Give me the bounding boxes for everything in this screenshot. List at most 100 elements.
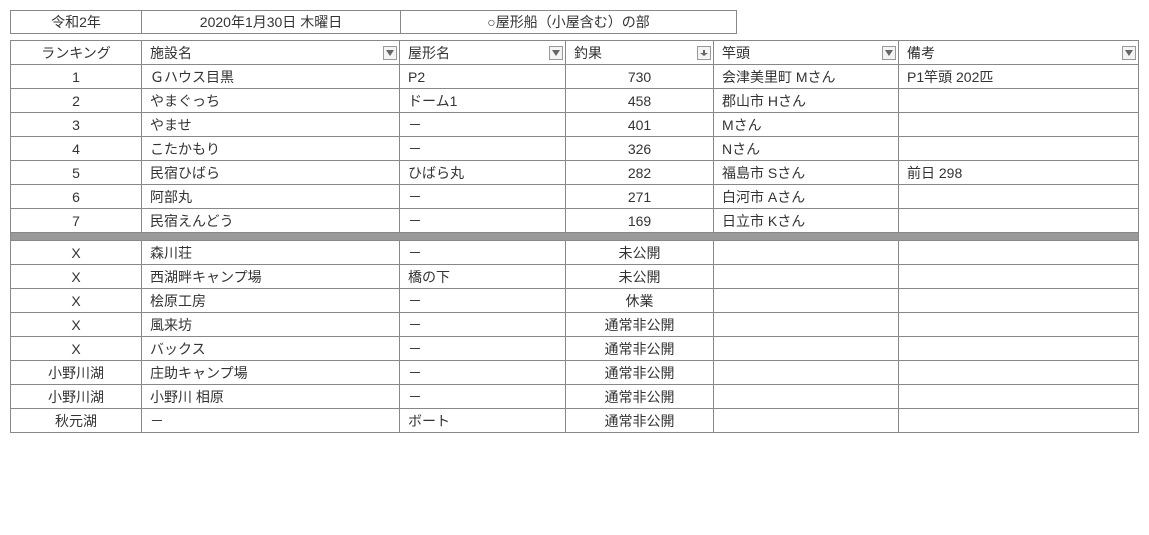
- cell-rod: [714, 409, 899, 433]
- cell-rod: [714, 313, 899, 337]
- section-cell: ○屋形船（小屋含む）の部: [401, 10, 737, 34]
- sort-down-icon[interactable]: [697, 46, 711, 60]
- cell-rank: 3: [11, 113, 142, 137]
- table-row: 6阿部丸－271白河市 Aさん: [11, 185, 1139, 209]
- filter-dropdown-icon[interactable]: [1122, 46, 1136, 60]
- date-cell: 2020年1月30日 木曜日: [142, 10, 401, 34]
- cell-rod: [714, 361, 899, 385]
- cell-fac: 庄助キャンプ場: [142, 361, 400, 385]
- cell-rank: X: [11, 289, 142, 313]
- cell-note: [899, 361, 1139, 385]
- separator-cell: [400, 233, 566, 241]
- cell-note: [899, 209, 1139, 233]
- cell-catch: 通常非公開: [566, 409, 714, 433]
- header-row: ランキング 施設名 屋形名 釣果: [11, 41, 1139, 65]
- ranking-table: ランキング 施設名 屋形名 釣果: [10, 40, 1139, 433]
- cell-rod: [714, 265, 899, 289]
- cell-fac: 小野川 相原: [142, 385, 400, 409]
- cell-fac: やまぐっち: [142, 89, 400, 113]
- cell-catch: 通常非公開: [566, 337, 714, 361]
- table-row: 小野川湖小野川 相原－通常非公開: [11, 385, 1139, 409]
- cell-note: [899, 313, 1139, 337]
- cell-yakata: －: [400, 289, 566, 313]
- cell-rod: Nさん: [714, 137, 899, 161]
- cell-yakata: ひばら丸: [400, 161, 566, 185]
- cell-rod: [714, 241, 899, 265]
- cell-note: [899, 409, 1139, 433]
- separator-cell: [142, 233, 400, 241]
- cell-rod: 郡山市 Hさん: [714, 89, 899, 113]
- filter-dropdown-icon[interactable]: [383, 46, 397, 60]
- col-header-yakata[interactable]: 屋形名: [400, 41, 566, 65]
- cell-catch: 458: [566, 89, 714, 113]
- cell-fac: Ｇハウス目黒: [142, 65, 400, 89]
- cell-fac: やませ: [142, 113, 400, 137]
- cell-rank: 7: [11, 209, 142, 233]
- cell-yakata: －: [400, 209, 566, 233]
- cell-rod: [714, 289, 899, 313]
- col-header-rank[interactable]: ランキング: [11, 41, 142, 65]
- cell-fac: 民宿えんどう: [142, 209, 400, 233]
- cell-rank: 2: [11, 89, 142, 113]
- table-row: 小野川湖庄助キャンプ場－通常非公開: [11, 361, 1139, 385]
- cell-catch: 通常非公開: [566, 313, 714, 337]
- table-row: 1Ｇハウス目黒P2730会津美里町 MさんP1竿頭 202匹: [11, 65, 1139, 89]
- cell-rank: 小野川湖: [11, 385, 142, 409]
- cell-rank: X: [11, 241, 142, 265]
- table-row: 3やませ－401Mさん: [11, 113, 1139, 137]
- table-row: X風来坊－通常非公開: [11, 313, 1139, 337]
- cell-catch: 未公開: [566, 265, 714, 289]
- cell-rank: X: [11, 337, 142, 361]
- cell-note: [899, 113, 1139, 137]
- cell-fac: 阿部丸: [142, 185, 400, 209]
- cell-rod: 福島市 Sさん: [714, 161, 899, 185]
- cell-yakata: －: [400, 137, 566, 161]
- separator-cell: [714, 233, 899, 241]
- cell-rod: 会津美里町 Mさん: [714, 65, 899, 89]
- col-header-catch[interactable]: 釣果: [566, 41, 714, 65]
- cell-catch: 282: [566, 161, 714, 185]
- table-row: 5民宿ひばらひばら丸282福島市 Sさん前日 298: [11, 161, 1139, 185]
- cell-fac: 森川荘: [142, 241, 400, 265]
- cell-note: [899, 241, 1139, 265]
- cell-note: [899, 185, 1139, 209]
- table-row: X森川荘－未公開: [11, 241, 1139, 265]
- table-body: 1Ｇハウス目黒P2730会津美里町 MさんP1竿頭 202匹2やまぐっちドーム1…: [11, 65, 1139, 433]
- col-header-note[interactable]: 備考: [899, 41, 1139, 65]
- cell-note: [899, 337, 1139, 361]
- spreadsheet-region: 令和2年 2020年1月30日 木曜日 ○屋形船（小屋含む）の部 ランキング 施…: [10, 10, 1139, 433]
- cell-rod: [714, 385, 899, 409]
- cell-rod: Mさん: [714, 113, 899, 137]
- cell-rank: 小野川湖: [11, 361, 142, 385]
- cell-rank: 4: [11, 137, 142, 161]
- table-row: 2やまぐっちドーム1458郡山市 Hさん: [11, 89, 1139, 113]
- separator-row: [11, 233, 1139, 241]
- cell-catch: 未公開: [566, 241, 714, 265]
- cell-fac: 風来坊: [142, 313, 400, 337]
- cell-rank: X: [11, 313, 142, 337]
- separator-cell: [11, 233, 142, 241]
- col-header-facility[interactable]: 施設名: [142, 41, 400, 65]
- col-header-label: ランキング: [41, 45, 111, 61]
- cell-fac: －: [142, 409, 400, 433]
- col-header-rod[interactable]: 竿頭: [714, 41, 899, 65]
- filter-dropdown-icon[interactable]: [882, 46, 896, 60]
- filter-dropdown-icon[interactable]: [549, 46, 563, 60]
- cell-yakata: 橋の下: [400, 265, 566, 289]
- cell-yakata: P2: [400, 65, 566, 89]
- cell-note: [899, 289, 1139, 313]
- table-row: Xバックス－通常非公開: [11, 337, 1139, 361]
- cell-rank: X: [11, 265, 142, 289]
- separator-cell: [899, 233, 1139, 241]
- cell-catch: 169: [566, 209, 714, 233]
- table-row: X西湖畔キャンプ場橋の下未公開: [11, 265, 1139, 289]
- cell-note: [899, 265, 1139, 289]
- table-row: X桧原工房－休業: [11, 289, 1139, 313]
- col-header-label: 屋形名: [408, 45, 450, 61]
- cell-fac: 民宿ひばら: [142, 161, 400, 185]
- cell-yakata: ドーム1: [400, 89, 566, 113]
- cell-yakata: －: [400, 185, 566, 209]
- cell-catch: 401: [566, 113, 714, 137]
- cell-fac: 西湖畔キャンプ場: [142, 265, 400, 289]
- table-row: 秋元湖－ボート通常非公開: [11, 409, 1139, 433]
